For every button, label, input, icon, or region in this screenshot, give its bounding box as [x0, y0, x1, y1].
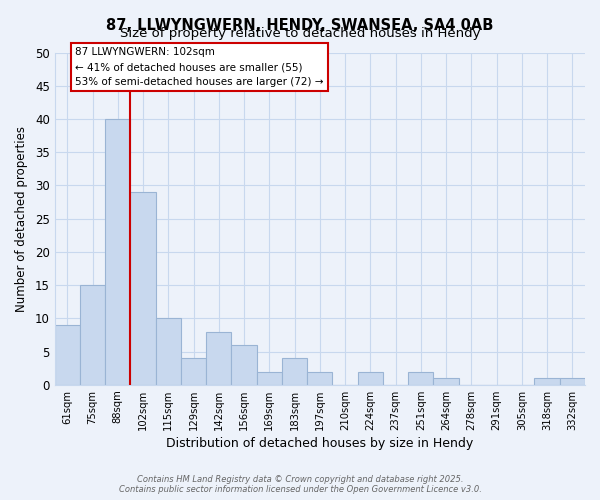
Bar — [535, 378, 560, 385]
Text: Size of property relative to detached houses in Hendy: Size of property relative to detached ho… — [120, 28, 480, 40]
Bar — [282, 358, 307, 385]
Bar — [560, 378, 585, 385]
Bar — [433, 378, 459, 385]
Bar — [232, 345, 257, 385]
Y-axis label: Number of detached properties: Number of detached properties — [15, 126, 28, 312]
Text: Contains HM Land Registry data © Crown copyright and database right 2025.
Contai: Contains HM Land Registry data © Crown c… — [119, 474, 481, 494]
Bar — [206, 332, 232, 385]
X-axis label: Distribution of detached houses by size in Hendy: Distribution of detached houses by size … — [166, 437, 473, 450]
Bar — [307, 372, 332, 385]
Bar — [130, 192, 155, 385]
Bar — [155, 318, 181, 385]
Text: 87, LLWYNGWERN, HENDY, SWANSEA, SA4 0AB: 87, LLWYNGWERN, HENDY, SWANSEA, SA4 0AB — [106, 18, 494, 32]
Bar — [105, 119, 130, 385]
Bar — [408, 372, 433, 385]
Bar — [55, 325, 80, 385]
Bar — [257, 372, 282, 385]
Bar — [181, 358, 206, 385]
Text: 87 LLWYNGWERN: 102sqm
← 41% of detached houses are smaller (55)
53% of semi-deta: 87 LLWYNGWERN: 102sqm ← 41% of detached … — [75, 48, 323, 87]
Bar — [80, 285, 105, 385]
Bar — [358, 372, 383, 385]
